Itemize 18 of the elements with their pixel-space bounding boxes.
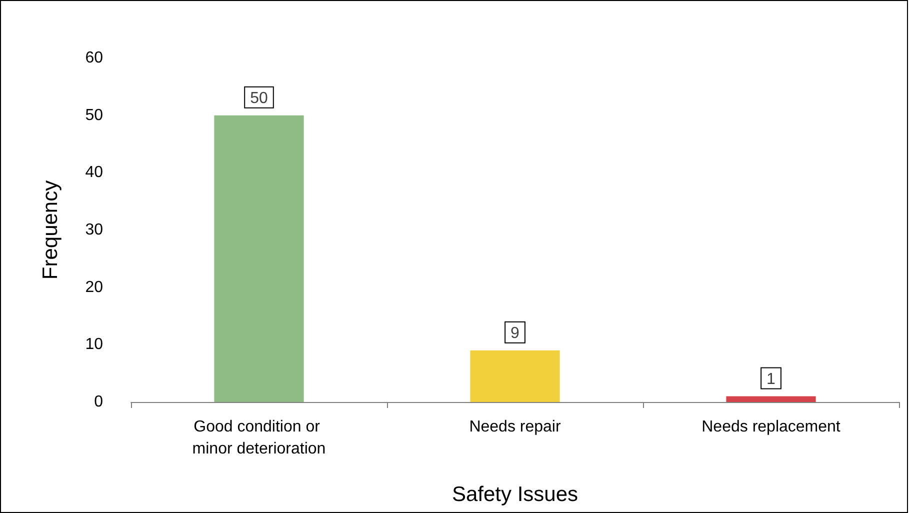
x-tick-label: Good condition or minor deterioration [192, 418, 326, 458]
y-tick-label: 0 [94, 394, 104, 410]
x-tick-label: Needs repair [469, 418, 562, 436]
bar [726, 396, 816, 402]
y-tick-label: 60 [85, 50, 104, 66]
data-label: 50 [250, 90, 268, 107]
data-label: 9 [510, 324, 520, 342]
x-tick-label: Needs replacement [702, 418, 841, 436]
y-axis-title: Frequency [39, 180, 62, 280]
y-tick-label: 50 [85, 106, 104, 124]
data-label: 1 [766, 370, 776, 388]
y-tick-label: 10 [85, 336, 104, 354]
y-tick-label: 20 [85, 278, 104, 296]
bar [214, 115, 304, 402]
y-tick-label: 30 [85, 222, 104, 238]
x-axis-title: Safety Issues [452, 483, 578, 506]
bar [470, 350, 560, 402]
y-tick-label: 40 [85, 164, 104, 182]
